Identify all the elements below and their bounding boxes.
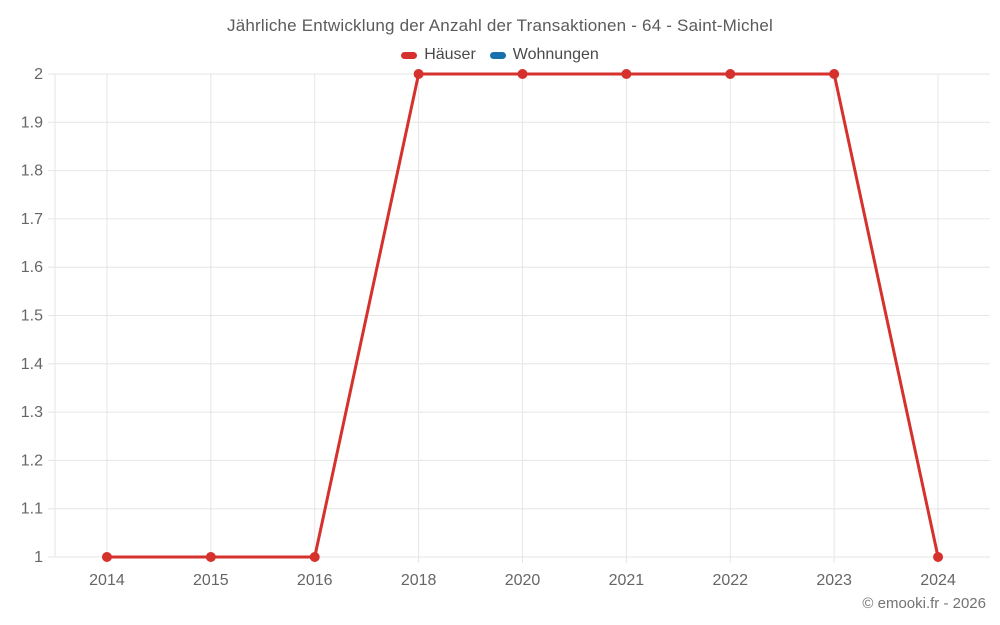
- y-axis-tick-label: 1: [34, 549, 43, 566]
- credits-link[interactable]: © emooki.fr - 2026: [862, 595, 986, 612]
- x-axis-tick-label: 2020: [505, 572, 541, 589]
- data-point-marker[interactable]: [517, 69, 528, 79]
- legend-label-wohnungen: Wohnungen: [512, 46, 599, 63]
- y-axis-tick-label: 1.3: [21, 404, 43, 421]
- y-axis-tick-label: 1.9: [21, 114, 43, 131]
- y-axis-tick-label: 1.6: [21, 259, 43, 276]
- chart-title: Jährliche Entwicklung der Anzahl der Tra…: [227, 16, 773, 35]
- x-axis-tick-label: 2014: [89, 572, 125, 589]
- x-axis-tick-label: 2023: [816, 572, 852, 589]
- data-point-marker[interactable]: [309, 552, 320, 562]
- legend: Häuser Wohnungen: [0, 46, 1000, 64]
- x-axis-tick-label: 2022: [712, 572, 748, 589]
- legend-item-wohnungen[interactable]: Wohnungen: [489, 46, 599, 64]
- data-point-marker[interactable]: [101, 552, 112, 562]
- x-axis-tick-label: 2015: [193, 572, 229, 589]
- y-axis-tick-label: 1.2: [21, 452, 43, 469]
- y-axis-tick-label: 1.1: [21, 501, 43, 518]
- x-axis-tick-label: 2024: [920, 572, 956, 589]
- legend-label-haeuser: Häuser: [424, 46, 476, 63]
- legend-swatch-haeuser-icon: [401, 51, 418, 59]
- y-axis-tick-label: 1.7: [21, 211, 43, 228]
- data-point-marker[interactable]: [621, 69, 632, 79]
- x-axis-tick-label: 2018: [401, 572, 437, 589]
- y-axis-tick-label: 1.8: [21, 163, 43, 180]
- data-point-marker[interactable]: [205, 552, 216, 562]
- y-axis-tick-label: 1.4: [21, 356, 43, 373]
- y-axis-tick-label: 2: [34, 66, 43, 83]
- y-axis-tick-label: 1.5: [21, 308, 43, 325]
- x-axis-tick-label: 2016: [297, 572, 333, 589]
- data-point-marker[interactable]: [933, 552, 944, 562]
- data-point-marker[interactable]: [413, 69, 424, 79]
- data-point-marker[interactable]: [725, 69, 736, 79]
- data-point-marker[interactable]: [829, 69, 840, 79]
- legend-swatch-wohnungen-icon: [489, 51, 506, 59]
- legend-item-haeuser[interactable]: Häuser: [401, 46, 476, 64]
- x-axis-tick-label: 2021: [609, 572, 645, 589]
